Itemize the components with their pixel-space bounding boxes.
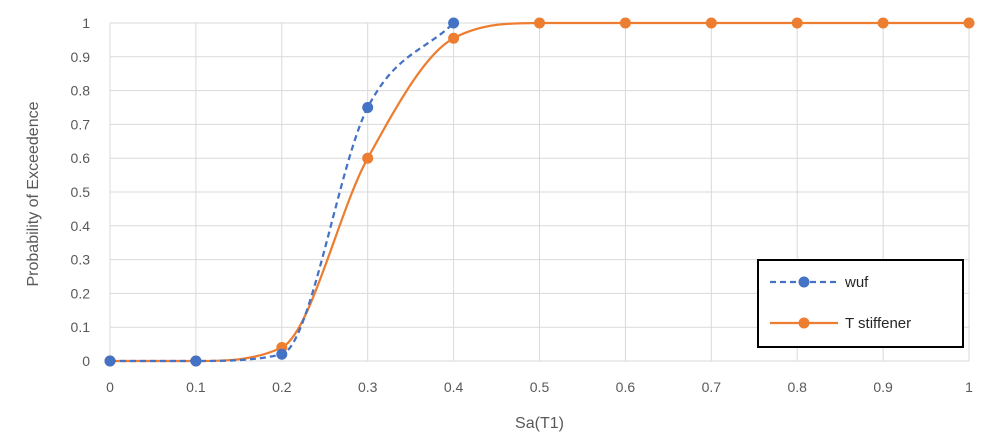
legend: wuf T stiffener xyxy=(757,259,964,348)
x-tick-label: 0.9 xyxy=(873,379,893,395)
legend-box xyxy=(757,259,964,348)
x-tick-label: 0.3 xyxy=(358,379,378,395)
data-point-t-stiffener xyxy=(362,152,374,164)
y-tick-label: 0.7 xyxy=(71,116,91,132)
x-tick-label: 0 xyxy=(106,379,114,395)
y-tick-label: 0.1 xyxy=(71,319,91,335)
chart-gridlines xyxy=(109,22,970,362)
legend-swatch-t-stiffener-marker xyxy=(798,317,810,329)
data-point-t-stiffener xyxy=(877,17,889,29)
y-tick-label: 0.9 xyxy=(71,49,91,65)
data-point-t-stiffener xyxy=(619,17,631,29)
y-tick-label: 0.3 xyxy=(71,252,91,268)
y-axis-title: Probability of Exceedence xyxy=(25,101,42,286)
data-point-t-stiffener xyxy=(705,17,717,29)
x-tick-label: 0.5 xyxy=(530,379,550,395)
x-tick-label: 0.4 xyxy=(444,379,464,395)
y-tick-label: 0 xyxy=(82,353,90,369)
x-tick-label: 0.6 xyxy=(616,379,636,395)
x-axis-title: Sa(T1) xyxy=(515,415,564,432)
x-tick-label: 1 xyxy=(965,379,973,395)
data-point-wuf xyxy=(104,355,116,367)
y-axis-ticks: 0 0.1 0.2 0.3 0.4 0.5 0.6 0.7 0.8 0.9 1 xyxy=(71,15,91,369)
data-point-t-stiffener xyxy=(534,17,545,29)
data-point-wuf xyxy=(276,348,288,360)
y-tick-label: 0.4 xyxy=(71,218,91,234)
data-point-t-stiffener xyxy=(963,17,975,29)
data-point-wuf xyxy=(190,355,202,367)
series-line-t-stiffener xyxy=(110,21,969,363)
x-tick-label: 0.1 xyxy=(186,379,206,395)
x-tick-label: 0.2 xyxy=(272,379,292,395)
legend-label-wuf: wuf xyxy=(844,274,869,291)
y-tick-label: 1 xyxy=(82,15,90,31)
y-tick-label: 0.5 xyxy=(71,184,91,200)
legend-swatch-wuf-marker xyxy=(798,276,810,288)
data-point-t-stiffener xyxy=(791,17,803,29)
data-point-wuf xyxy=(448,17,460,29)
legend-label-t-stiffener: T stiffener xyxy=(845,315,911,332)
y-tick-label: 0.2 xyxy=(71,285,91,301)
y-tick-label: 0.6 xyxy=(71,150,91,166)
x-tick-label: 0.7 xyxy=(702,379,722,395)
x-axis-ticks: 0 0.1 0.2 0.3 0.4 0.5 0.6 0.7 0.8 0.9 1 xyxy=(106,379,973,395)
data-point-wuf xyxy=(362,102,374,113)
y-tick-label: 0.8 xyxy=(71,83,91,99)
series-wuf xyxy=(104,17,460,367)
x-tick-label: 0.8 xyxy=(787,379,807,395)
series-layer xyxy=(104,17,975,367)
data-point-t-stiffener xyxy=(448,32,460,44)
series-line-wuf xyxy=(110,22,455,363)
